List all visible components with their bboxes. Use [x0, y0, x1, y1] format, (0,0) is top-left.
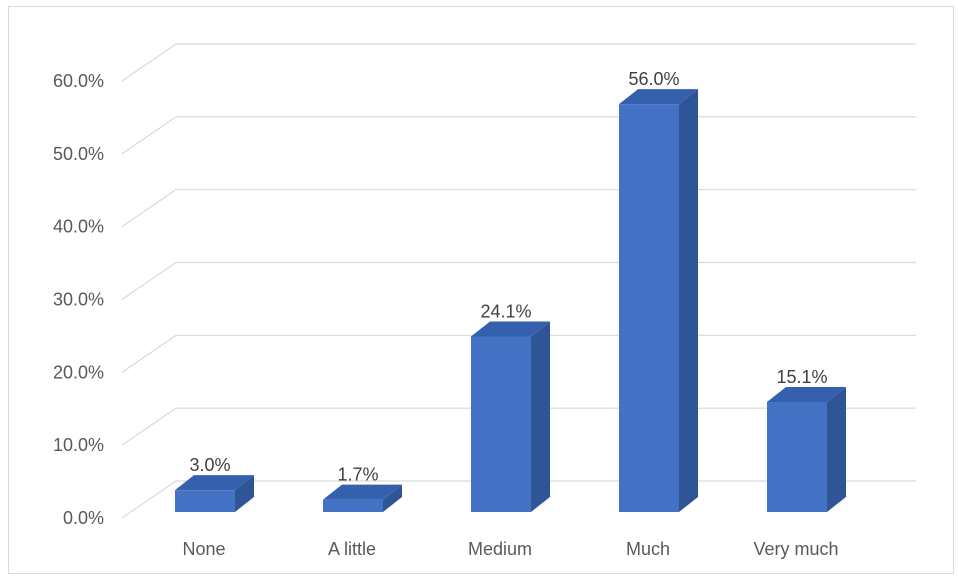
bar-side [679, 89, 698, 512]
gridline-depth [121, 262, 177, 300]
data-label: 56.0% [628, 69, 679, 89]
y-tick-label: 0.0% [63, 508, 104, 528]
bar-top [767, 387, 846, 403]
y-tick-label: 10.0% [53, 435, 104, 455]
gridline-depth [121, 480, 177, 519]
bar-side [531, 321, 550, 512]
y-tick-label: 20.0% [53, 362, 104, 382]
bar-side [235, 475, 254, 512]
bar-top [323, 484, 402, 500]
data-label: 24.1% [480, 301, 531, 321]
bar [323, 499, 383, 512]
gridlines [121, 43, 916, 519]
x-category-label: None [182, 539, 225, 559]
data-label: 15.1% [776, 367, 827, 387]
bar [619, 104, 679, 512]
bar-top [619, 89, 698, 105]
gridline-depth [121, 334, 177, 373]
bar-side [383, 484, 402, 512]
x-axis-categories: None A little Medium Much Very much [182, 539, 838, 559]
y-tick-label: 50.0% [53, 144, 104, 164]
y-tick-label: 40.0% [53, 217, 104, 237]
x-category-label: Very much [753, 539, 838, 559]
bar-top [471, 321, 550, 337]
y-tick-label: 30.0% [53, 290, 104, 310]
bar-side [827, 387, 846, 512]
y-tick-label: 60.0% [53, 71, 104, 91]
bars [175, 89, 846, 512]
data-label: 3.0% [189, 455, 230, 475]
gridline-depth [121, 189, 177, 228]
gridline-depth [121, 407, 177, 446]
data-labels: 3.0% 1.7% 24.1% 56.0% 15.1% [189, 69, 827, 484]
bar [471, 336, 531, 512]
gridline-depth [121, 43, 177, 82]
gridline-depth [121, 116, 177, 155]
bar [175, 490, 235, 512]
data-label: 1.7% [337, 465, 378, 485]
x-category-label: Much [626, 539, 670, 559]
y-axis-ticks: 0.0% 10.0% 20.0% 30.0% 40.0% 50.0% 60.0% [53, 71, 104, 528]
bar [767, 402, 827, 512]
x-category-label: Medium [468, 539, 532, 559]
bar-top [175, 475, 254, 491]
x-category-label: A little [328, 539, 376, 559]
